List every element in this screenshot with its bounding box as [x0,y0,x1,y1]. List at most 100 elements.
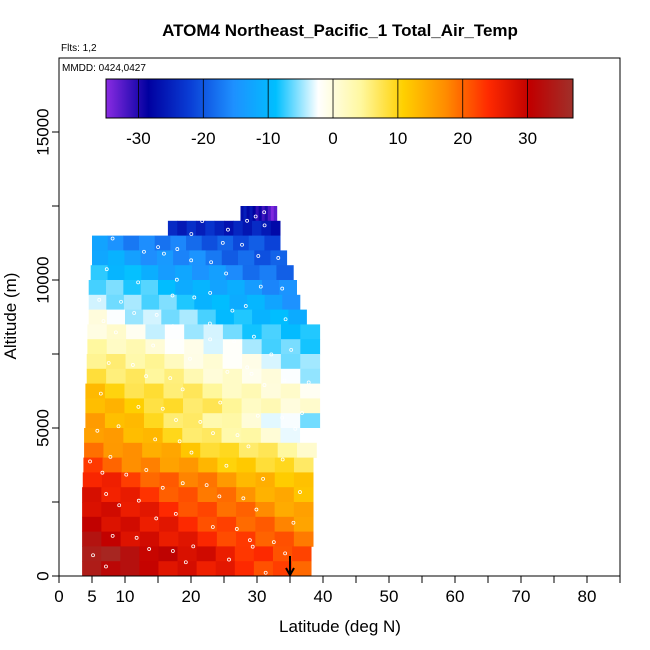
temperature-cell [249,206,253,222]
temperature-cell [300,383,321,399]
temperature-cell [217,235,234,251]
temperature-cell [106,354,126,370]
temperature-cell [209,280,228,296]
temperature-cell [242,339,263,355]
observation-point [191,544,196,549]
y-axis: 0 5000 10000 15000 [33,108,59,581]
x-tick-label: 50 [380,587,399,606]
temperature-cell [222,383,242,399]
observation-point [100,470,105,475]
temperature-cell [217,457,237,473]
temperature-cell [221,250,239,266]
temperature-cell [175,265,193,281]
temperature-cell [170,235,187,251]
temperature-cell [139,502,160,518]
temperature-cell [82,531,102,547]
observation-point [245,365,250,370]
x-tick-label: 0 [54,587,63,606]
temperature-cell [141,265,159,281]
temperature-cell [106,280,124,296]
observation-point [110,533,115,538]
temperature-cell [242,354,262,370]
temperature-cell [280,428,301,444]
temperature-cell [200,442,220,458]
temperature-cell [162,428,183,444]
observation-point [269,352,274,357]
temperature-cell [241,413,262,429]
temperature-cell [276,265,294,281]
temperature-cell [197,531,218,547]
y-tick-label: 15000 [33,108,52,155]
temperature-cell [183,398,203,414]
observation-point [170,293,175,298]
temperature-cell [101,487,121,503]
temperature-cell [222,398,242,414]
temperature-cell [142,428,164,444]
temperature-cell [274,472,295,488]
temperature-cell [246,206,250,222]
temperature-cell [253,546,274,562]
observation-point [168,376,173,381]
x-tick-label: 60 [446,587,465,606]
temperature-cell [261,354,282,370]
temperature-cell [103,442,124,458]
temperature-cell [243,206,247,222]
observation-point [170,324,175,329]
observation-point [132,311,137,315]
temperature-cell [222,368,243,384]
temperature-cell [106,368,126,384]
temperature-cell [123,294,142,310]
temperature-cell [202,398,223,414]
temperature-cell [82,502,102,518]
temperature-cell [85,413,106,429]
temperature-cell [252,220,262,236]
temperature-cell [227,280,246,296]
observation-point [209,260,214,265]
temperature-cell [123,235,140,251]
observation-point [208,290,213,295]
temperature-cell [244,280,263,296]
temperature-cell [120,516,141,532]
observation-point [198,420,203,424]
temperature-cell [178,472,199,488]
temperature-cell [121,472,141,488]
temperature-cell [272,546,293,562]
observation-point [183,560,188,565]
observation-point [156,245,160,250]
y-tick-label: 5000 [33,409,52,447]
temperature-cell [202,383,223,399]
temperature-cell [126,324,146,340]
temperature-cell [216,487,237,503]
temperature-cell [267,206,272,222]
temperature-cell [145,324,166,340]
temperature-cell [164,368,185,384]
observation-point [224,463,229,468]
temperature-cell [300,413,321,429]
temperature-cell [221,428,242,444]
temperature-cell [222,354,243,370]
colorbar-tick-label: 10 [388,129,407,148]
temperature-cell [261,383,282,399]
observation-point [255,413,260,418]
observation-point [151,343,156,348]
observation-point [180,481,185,486]
temperature-cell [183,383,203,399]
observation-point [207,321,212,326]
observation-point [117,503,122,508]
temperature-cell [108,250,125,266]
marker-layer [285,556,295,578]
temperature-cell [270,206,275,222]
temperature-cell [205,220,216,236]
x-axis: 0 5 10 20 30 40 50 60 70 80 [54,576,621,606]
x-tick-label: 40 [314,587,333,606]
temperature-cell [203,354,224,370]
temperature-cell [274,487,295,503]
observation-point [116,424,121,429]
temperature-cell [125,309,144,325]
temperature-cell [106,309,126,325]
observation-point [154,313,159,317]
temperature-cell [300,354,321,370]
temperature-cell [179,309,198,325]
temperature-cell [101,516,121,532]
temperature-cell [107,235,124,251]
